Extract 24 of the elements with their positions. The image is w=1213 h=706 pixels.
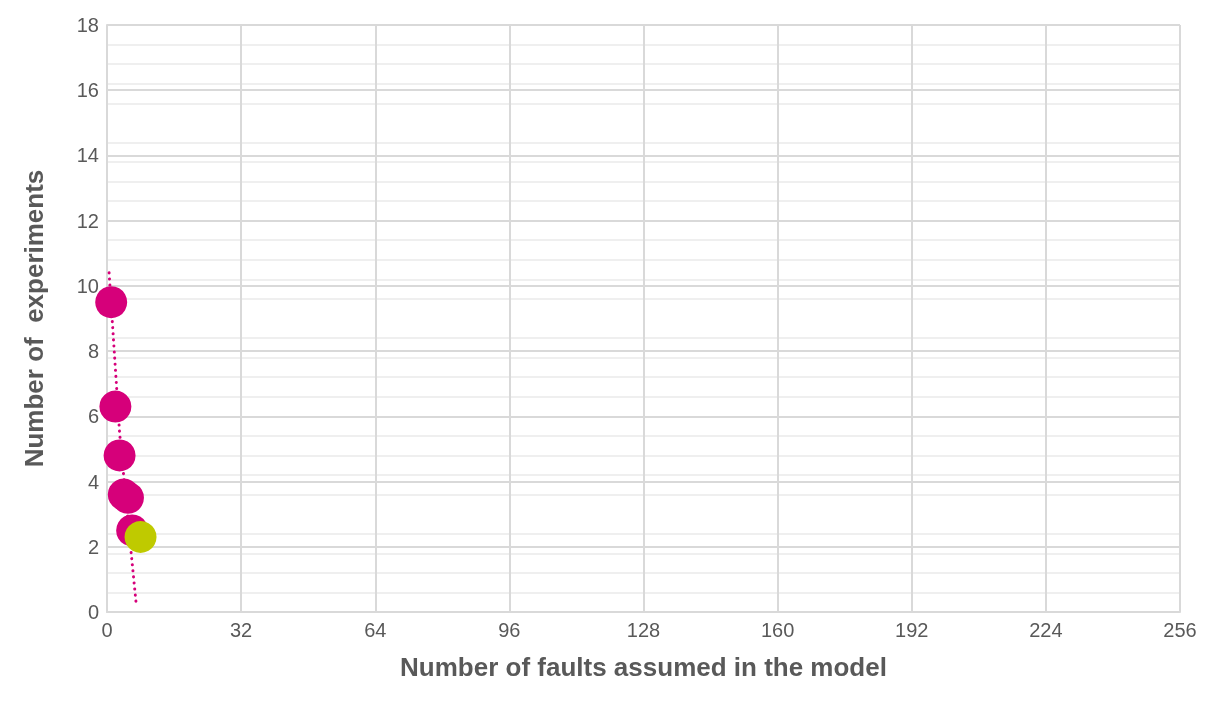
x-tick-label: 256 [1163,619,1197,641]
x-tick-label: 224 [1029,619,1063,641]
y-tick-label: 16 [76,79,99,102]
x-tick-label: 128 [626,619,661,641]
y-tick-label: 0 [87,601,99,623]
x-axis-title: Number of faults assumed in the model [400,652,887,682]
point [103,439,136,472]
x-tick-label: 0 [101,619,113,641]
y-tick-label: 14 [76,144,99,167]
x-tick-label: 96 [498,619,521,641]
x-tick-label: 160 [760,619,795,641]
point [124,521,157,553]
y-tick-label: 6 [87,405,99,428]
y-tick-label: 4 [87,470,99,493]
y-tick-label: 8 [87,340,99,363]
point [99,390,132,423]
x-tick-label: 32 [230,619,253,641]
x-tick-label: 192 [895,619,929,641]
y-axis-title: Number of experiments [19,169,49,468]
y-tick-label: 10 [76,274,99,297]
y-tick-label: 12 [76,209,99,232]
y-tick-label: 2 [87,535,99,558]
y-tick-label: 18 [76,14,99,36]
x-tick-label: 64 [364,619,387,641]
